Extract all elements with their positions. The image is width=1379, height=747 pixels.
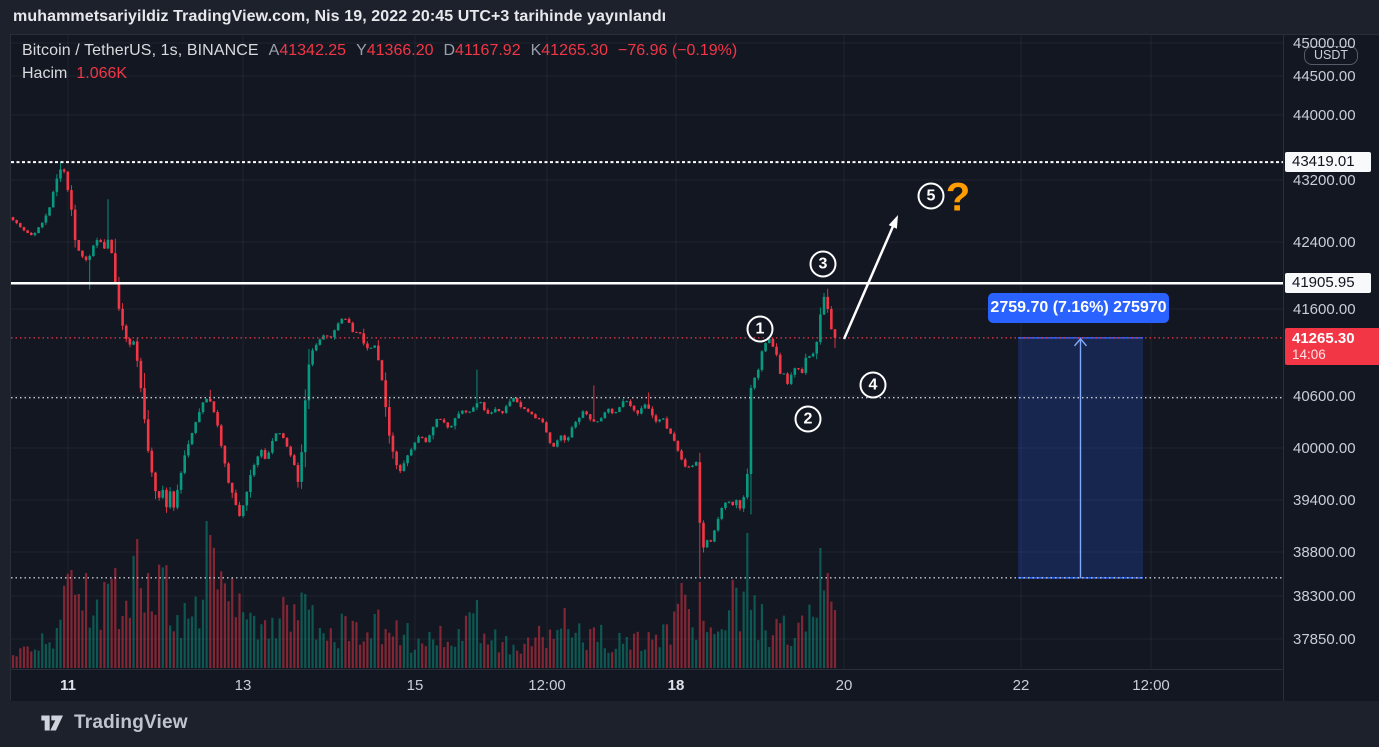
price-level-badge: 41905.95 (1285, 273, 1371, 294)
annotation-circle-3[interactable]: 3 (809, 250, 837, 278)
last-price: 41265.30 (1292, 329, 1355, 347)
chart-legend: Bitcoin / TetherUS, 1s, BINANCE A41342.2… (22, 42, 737, 83)
trend-arrow[interactable] (842, 215, 898, 340)
price-tick-label: 42400.00 (1293, 234, 1356, 251)
price-tick-label: 40600.00 (1293, 388, 1356, 405)
bar-countdown: 14:06 (1292, 346, 1326, 362)
time-tick-label: 13 (234, 677, 252, 694)
price-axis[interactable]: USDT 45000.00 44500.00 44000.00 43200.00 424… (1283, 35, 1379, 701)
price-tick-label: 39400.00 (1293, 492, 1356, 509)
publish-info-text: muhammetsariyildiz TradingView.com, Nis … (13, 8, 667, 25)
time-tick-label: 11 (60, 677, 76, 694)
price-tick-label: 37850.00 (1293, 631, 1356, 648)
time-tick-label: 12:00 (528, 677, 566, 694)
annotation-circle-2[interactable]: 2 (794, 405, 822, 433)
measurement-label[interactable]: 2759.70 (7.16%) 275970 (988, 293, 1169, 323)
measurement-box[interactable] (1018, 337, 1143, 579)
chart-frame: 11 13 15 12:00 18 20 22 12:00 USDT 45000.00 4450… (10, 34, 1379, 701)
question-mark-annotation[interactable]: ? (945, 175, 971, 220)
volume-series (11, 521, 837, 668)
last-price-badge: 41265.30 14:06 (1285, 327, 1379, 365)
annotation-circle-5[interactable]: 5 (917, 182, 945, 210)
currency-unit-badge: USDT (1304, 46, 1359, 65)
symbol-title: Bitcoin / TetherUS, 1s, BINANCE (22, 42, 259, 59)
price-tick-label: 44500.00 (1293, 68, 1356, 85)
annotation-circle-1[interactable]: 1 (746, 315, 774, 343)
tradingview-logo-icon (41, 715, 63, 731)
time-tick-label: 18 (667, 677, 685, 694)
footer-bar: TradingView (0, 701, 1379, 747)
volume-label: Hacim (22, 65, 68, 82)
volume-value: 1.066K (76, 65, 128, 82)
change-value: −76.96 (−0.19%) (618, 42, 738, 59)
publish-info-bar: muhammetsariyildiz TradingView.com, Nis … (0, 0, 1379, 34)
price-tick-label: 44000.00 (1293, 107, 1356, 124)
price-tick-label: 41600.00 (1293, 301, 1356, 318)
price-tick-label: 38800.00 (1293, 544, 1356, 561)
close-value: K41265.30 (530, 42, 608, 59)
low-value: D41167.92 (443, 42, 521, 59)
price-level-lines[interactable] (11, 161, 1283, 579)
time-tick-label: 15 (406, 677, 424, 694)
time-tick-label: 22 (1012, 677, 1030, 694)
time-tick-label: 20 (835, 677, 853, 694)
time-tick-label: 12:00 (1132, 677, 1170, 694)
price-tick-label: 45000.00 (1293, 35, 1356, 52)
price-tick-label: 38300.00 (1293, 588, 1356, 605)
tradingview-logo-text: TradingView (74, 712, 188, 733)
candlestick-chart[interactable] (11, 35, 1283, 669)
tradingview-logo[interactable]: TradingView (40, 712, 188, 734)
high-value: Y41366.20 (356, 42, 434, 59)
candle-series (11, 162, 837, 578)
open-value: A41342.25 (268, 42, 347, 59)
price-tick-label: 40000.00 (1293, 440, 1356, 457)
annotation-circle-4[interactable]: 4 (859, 371, 887, 399)
price-tick-label: 43200.00 (1293, 172, 1356, 189)
price-level-badge: 43419.01 (1285, 152, 1371, 173)
time-axis[interactable]: 11 13 15 12:00 18 20 22 12:00 (11, 669, 1283, 701)
